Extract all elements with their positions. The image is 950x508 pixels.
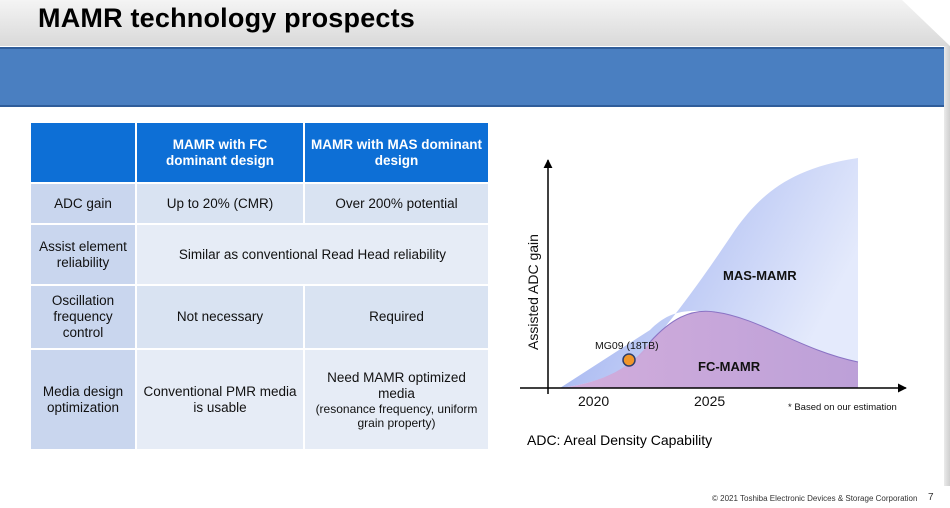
cell-adc-fc: Up to 20% (CMR): [135, 182, 305, 225]
table-row-media-design: Media design optimization Conventional P…: [29, 348, 490, 451]
mg09-point: [622, 353, 636, 367]
row-label-oscillation: Oscillation frequency control: [29, 284, 137, 350]
table-row-oscillation: Oscillation frequency control Not necess…: [29, 284, 490, 350]
y-axis-label: Assisted ADC gain: [525, 234, 541, 350]
header-fc-dominant: MAMR with FC dominant design: [135, 121, 305, 184]
slide-title: MAMR technology prospects: [38, 3, 416, 33]
header-mas-dominant: MAMR with MAS dominant design: [303, 121, 490, 184]
cell-media-fc: Conventional PMR media is usable: [135, 348, 305, 451]
table-header-row: MAMR with FC dominant design MAMR with M…: [29, 121, 490, 184]
title-corner-cut: [902, 0, 950, 46]
comparison-table: MAMR with FC dominant design MAMR with M…: [29, 121, 490, 451]
right-edge-bar: [944, 46, 950, 486]
mg09-label: MG09 (18TB): [595, 340, 659, 352]
cell-media-mas-main: Need MAMR optimized media: [327, 369, 466, 401]
page-number: 7: [928, 492, 934, 503]
cell-osc-mas: Required: [303, 284, 490, 350]
fc-mamr-area: [560, 311, 858, 388]
mas-mamr-area: [560, 158, 858, 388]
row-label-media-design: Media design optimization: [29, 348, 137, 451]
header-cell-empty: [29, 121, 137, 184]
title-band: [0, 0, 950, 46]
adc-gain-chart: Assisted ADC gain 2020 2025 MAS-MAMR FC-…: [520, 158, 907, 413]
header-band: [0, 47, 944, 107]
cell-assist-both: Similar as conventional Read Head reliab…: [135, 223, 490, 286]
estimation-footnote: * Based on our estimation: [788, 402, 897, 413]
cell-media-mas: Need MAMR optimized media (resonance fre…: [303, 348, 490, 451]
row-label-adc-gain: ADC gain: [29, 182, 137, 225]
series-label-mas-mamr: MAS-MAMR: [723, 268, 797, 283]
table-row-assist-element: Assist element reliability Similar as co…: [29, 223, 490, 286]
cell-osc-fc: Not necessary: [135, 284, 305, 350]
x-tick-2025: 2025: [694, 393, 725, 409]
cell-adc-mas: Over 200% potential: [303, 182, 490, 225]
table-row-adc-gain: ADC gain Up to 20% (CMR) Over 200% poten…: [29, 182, 490, 225]
copyright-footer: © 2021 Toshiba Electronic Devices & Stor…: [712, 494, 918, 503]
series-label-fc-mamr: FC-MAMR: [698, 359, 761, 374]
fc-mamr-boundary: [649, 310, 859, 363]
row-label-assist-element: Assist element reliability: [29, 223, 137, 286]
cell-media-mas-note: (resonance frequency, uniform grain prop…: [315, 401, 478, 430]
adc-definition-note: ADC: Areal Density Capability: [527, 432, 713, 448]
x-tick-2020: 2020: [578, 393, 609, 409]
